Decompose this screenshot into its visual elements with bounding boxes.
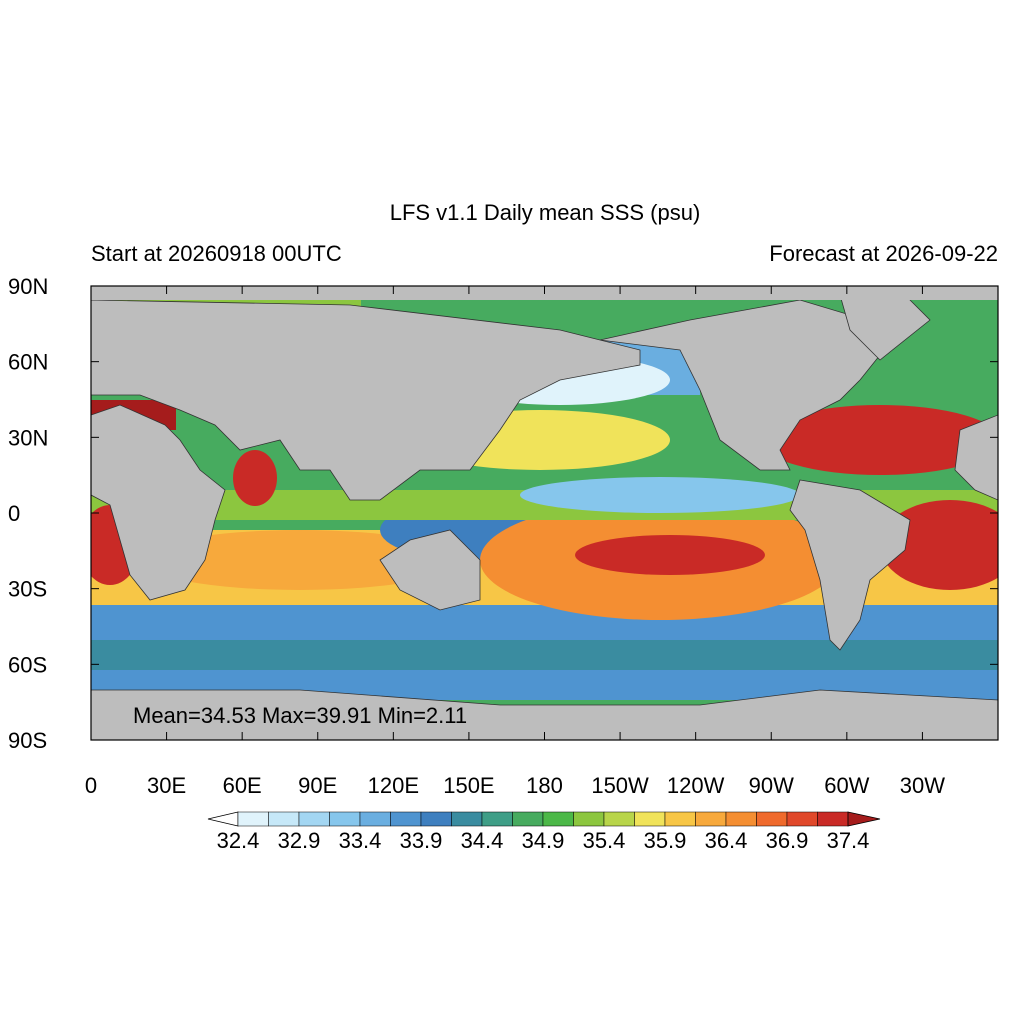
lon-tick-label: 90W <box>749 773 794 798</box>
north-america <box>599 299 901 471</box>
subtitle-right: Forecast at 2026-09-22 <box>769 241 998 266</box>
lat-tick-label: 60N <box>8 350 48 375</box>
colorbar-box <box>756 811 788 827</box>
eurasia <box>91 299 641 501</box>
north-atlantic-high <box>760 405 998 475</box>
colorbar-box <box>634 811 666 827</box>
colorbar-box <box>725 811 757 827</box>
colorbar-box <box>664 811 696 827</box>
lon-tick-label: 120E <box>368 773 419 798</box>
colorbar-above <box>847 811 881 827</box>
africa <box>91 404 226 601</box>
lat-tick-label: 0 <box>8 501 20 526</box>
subtitle-left: Start at 20260918 00UTC <box>91 241 342 266</box>
australia <box>379 529 481 611</box>
lat-tick-label: 90N <box>8 274 48 299</box>
eastern-pacific-fresh <box>520 477 800 513</box>
southern-ocean-band <box>91 640 998 670</box>
lon-tick-label: 30W <box>900 773 945 798</box>
lon-tick-label: 150W <box>591 773 649 798</box>
lon-tick-label: 30E <box>147 773 186 798</box>
colorbar-box <box>481 811 513 827</box>
antarctica <box>91 689 998 740</box>
colorbar-box <box>329 811 361 827</box>
colorbar-label: 37.4 <box>827 828 870 853</box>
colorbar-box <box>359 811 391 827</box>
colorbar-label: 33.9 <box>400 828 443 853</box>
colorbar-box <box>695 811 727 827</box>
colorbar-label: 33.4 <box>339 828 382 853</box>
title: LFS v1.1 Daily mean SSS (psu) <box>390 200 701 225</box>
axes: 90N 60N 30N 0 30S 60S 90S 0 30E 60E 90E 120E 150E 180… <box>8 274 998 798</box>
colorbar-box <box>451 811 483 827</box>
west-africa <box>954 414 998 501</box>
colorbar-label: 35.9 <box>644 828 687 853</box>
lon-tick-label: 60E <box>223 773 262 798</box>
colorbar-box <box>420 811 452 827</box>
south-indian-high <box>140 530 460 590</box>
colorbar-label: 35.4 <box>583 828 626 853</box>
arabian-sea <box>233 450 277 506</box>
colorbar-box <box>573 811 605 827</box>
lat-tick-label: 90S <box>8 728 47 753</box>
lon-tick-label: 60W <box>824 773 869 798</box>
colorbar: 32.4 32.9 33.4 33.9 34.4 34.9 35.4 35.9 36.4 36.9… <box>207 811 881 853</box>
colorbar-box <box>603 811 635 827</box>
lat-tick-label: 30N <box>8 425 48 450</box>
stats: Mean=34.53 Max=39.91 Min=2.11 <box>133 703 467 728</box>
colorbar-box <box>298 811 330 827</box>
lon-tick-label: 150E <box>443 773 494 798</box>
lon-tick-label: 0 <box>85 773 97 798</box>
colorbar-label: 34.9 <box>522 828 565 853</box>
lat-tick-label: 60S <box>8 652 47 677</box>
colorbar-below <box>207 811 239 827</box>
south-america <box>789 479 911 651</box>
lon-tick-label: 180 <box>526 773 563 798</box>
colorbar-box <box>512 811 544 827</box>
lat-tick-label: 30S <box>8 577 47 602</box>
colorbar-label: 36.4 <box>705 828 748 853</box>
south-pacific-core <box>575 535 765 575</box>
colorbar-label: 32.9 <box>278 828 321 853</box>
colorbar-label: 32.4 <box>217 828 260 853</box>
colorbar-label: 34.4 <box>461 828 504 853</box>
colorbar-label: 36.9 <box>766 828 809 853</box>
colorbar-box <box>542 811 574 827</box>
lon-tick-label: 120W <box>667 773 725 798</box>
colorbar-box <box>237 811 269 827</box>
lon-tick-label: 90E <box>298 773 337 798</box>
map-field <box>91 286 998 740</box>
colorbar-box <box>268 811 300 827</box>
colorbar-box <box>817 811 849 827</box>
colorbar-box <box>390 811 422 827</box>
colorbar-box <box>786 811 818 827</box>
